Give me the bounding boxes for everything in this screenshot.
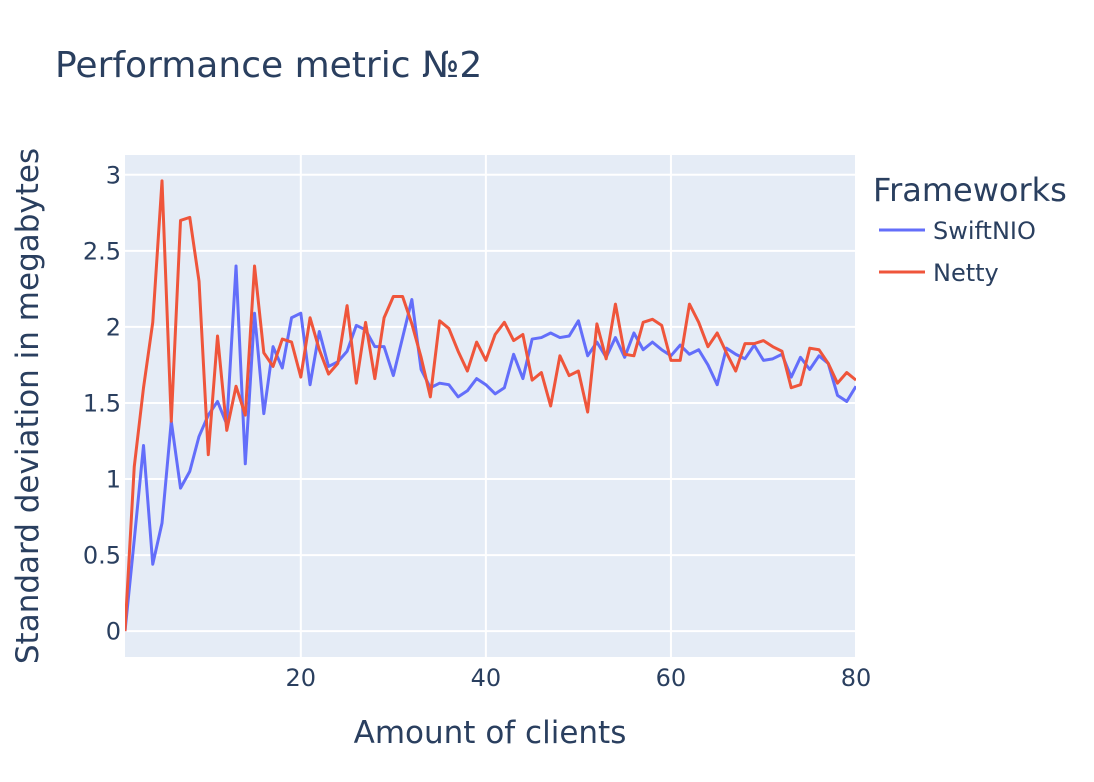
- y-tick-label: 0: [106, 618, 121, 646]
- y-tick-label: 0.5: [83, 542, 121, 570]
- chart-title: Performance metric №2: [55, 45, 482, 86]
- series-line-netty: [125, 179, 856, 632]
- x-tick-label: 20: [286, 664, 317, 692]
- y-tick-label: 2: [106, 313, 121, 341]
- y-grid: [125, 173, 856, 633]
- x-axis-ticks: 20 40 60 80: [286, 664, 872, 692]
- legend-item-netty[interactable]: Netty: [879, 259, 999, 287]
- legend[interactable]: Frameworks SwiftNIO Netty: [873, 171, 1067, 287]
- plot-area: [125, 155, 856, 657]
- y-tick-label: 1: [106, 466, 121, 494]
- series-line-swiftnio: [125, 264, 856, 632]
- x-tick-label: 80: [841, 664, 872, 692]
- series-layer: [125, 179, 856, 632]
- y-axis-ticks: 0 0.5 1 1.5 2 2.5 3: [83, 161, 121, 645]
- x-axis-title: Amount of clients: [354, 715, 627, 751]
- legend-item-swiftnio[interactable]: SwiftNIO: [879, 217, 1036, 245]
- legend-label: Netty: [933, 259, 999, 287]
- legend-title: Frameworks: [873, 171, 1067, 209]
- x-tick-label: 40: [471, 664, 502, 692]
- x-tick-label: 60: [656, 664, 687, 692]
- legend-label: SwiftNIO: [933, 217, 1036, 245]
- y-tick-label: 2.5: [83, 237, 121, 265]
- x-grid: [299, 155, 857, 657]
- y-tick-label: 1.5: [83, 389, 121, 417]
- y-tick-label: 3: [106, 161, 121, 189]
- y-axis-title: Standard deviation in megabytes: [10, 148, 46, 664]
